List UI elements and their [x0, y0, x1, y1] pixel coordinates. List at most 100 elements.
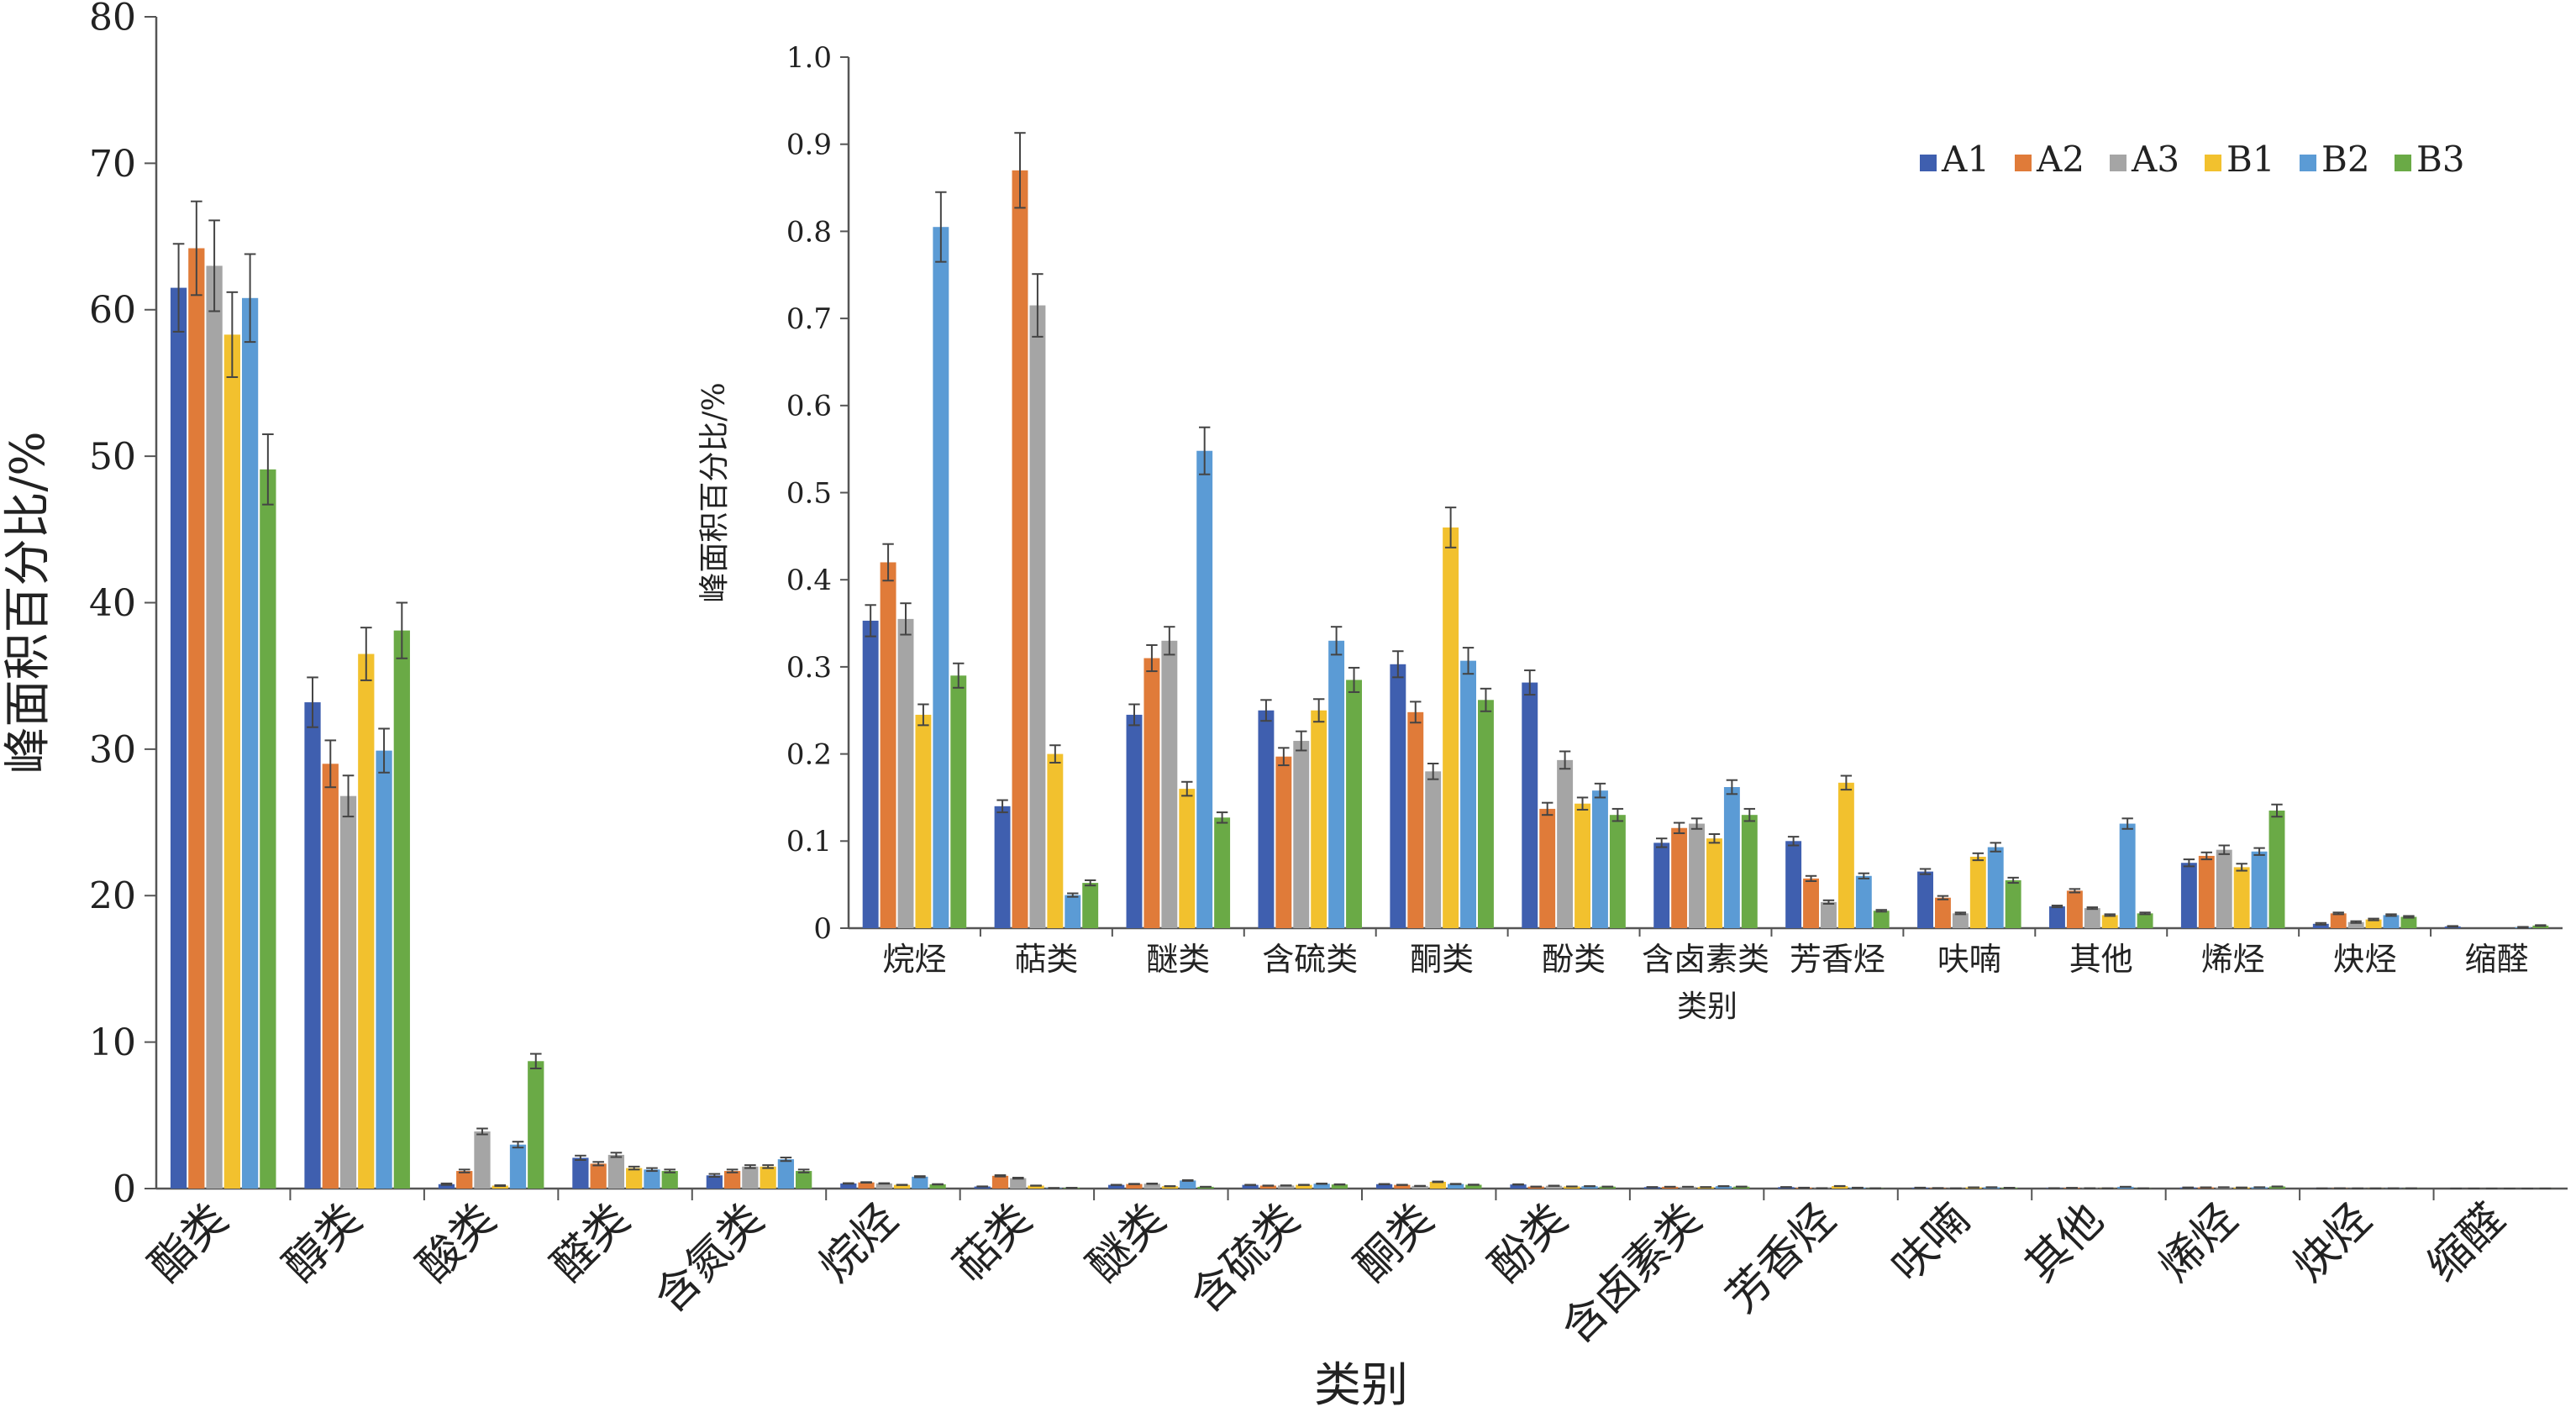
- main-bar-B2: [778, 1159, 794, 1189]
- inset-bar-B1: [1311, 711, 1327, 928]
- inset-bar-B1: [1970, 857, 1986, 928]
- inset-bar-B2: [1856, 876, 1872, 928]
- inset-bar-A1: [1127, 715, 1143, 928]
- inset-bar-B2: [1065, 895, 1080, 928]
- inset-y-tick-label: 0: [813, 912, 832, 946]
- main-bar-A3: [206, 265, 222, 1189]
- main-y-tick-label: 50: [89, 436, 136, 479]
- main-bar-A2: [591, 1163, 607, 1189]
- inset-bar-B2: [1592, 790, 1608, 928]
- main-bar-B3: [394, 631, 410, 1189]
- inset-bar-B3: [1478, 700, 1494, 928]
- inset-bar-B1: [1838, 783, 1854, 928]
- main-bar-A2: [323, 764, 339, 1189]
- main-bar-A1: [171, 288, 187, 1189]
- inset-bar-B1: [915, 715, 931, 928]
- inset-x-tick-label: 烷烃: [882, 941, 946, 978]
- inset-bar-A3: [1425, 771, 1441, 928]
- inset-bar-B1: [1443, 528, 1459, 928]
- inset-bar-A1: [1258, 711, 1274, 928]
- main-bar-B2: [510, 1145, 526, 1189]
- inset-bar-B2: [2384, 915, 2400, 928]
- inset-bar-A2: [1012, 171, 1028, 928]
- inset-x-tick-label: 醚类: [1146, 941, 1210, 978]
- main-bar-A3: [1010, 1178, 1026, 1189]
- inset-y-tick-label: 0.1: [786, 825, 832, 858]
- inset-bar-A2: [2331, 913, 2347, 928]
- inset-bar-B3: [1610, 815, 1626, 928]
- main-bar-B3: [662, 1171, 678, 1189]
- inset-bar-B3: [950, 675, 966, 928]
- main-bar-B1: [760, 1167, 776, 1189]
- inset-bar-A3: [1821, 902, 1837, 928]
- inset-y-tick-label: 0.8: [786, 215, 832, 249]
- legend-label-B1: B1: [2226, 139, 2275, 180]
- inset-bar-A2: [881, 562, 896, 928]
- inset-bar-A2: [1407, 712, 1423, 928]
- main-y-axis-title: 峰面积百分比/%: [1, 431, 55, 774]
- inset-bar-B2: [1328, 641, 1344, 928]
- main-bar-A2: [992, 1176, 1008, 1189]
- inset-bar-A3: [898, 619, 914, 928]
- inset-bar-A2: [1275, 757, 1291, 928]
- main-bar-A3: [608, 1155, 624, 1189]
- legend-swatch-B3: [2395, 155, 2411, 171]
- main-bar-B2: [242, 298, 258, 1189]
- legend-label-A2: A2: [2036, 139, 2084, 180]
- inset-bar-A2: [1143, 659, 1159, 928]
- inset-bar-B3: [1214, 817, 1230, 928]
- inset-bar-A3: [1953, 913, 1969, 928]
- main-y-tick-label: 30: [89, 728, 136, 771]
- inset-bar-B1: [2102, 915, 2118, 928]
- inset-y-tick-label: 0.3: [786, 651, 832, 685]
- inset-bar-B3: [1874, 911, 1890, 928]
- inset-bar-B2: [2120, 824, 2136, 928]
- main-bar-A3: [340, 796, 356, 1189]
- legend-label-A3: A3: [2131, 139, 2179, 180]
- inset-bar-B2: [1724, 787, 1740, 928]
- inset-bar-B2: [1196, 451, 1212, 928]
- inset-bar-A1: [1653, 842, 1669, 928]
- main-y-tick-label: 70: [89, 143, 136, 186]
- main-bar-A2: [724, 1171, 740, 1189]
- inset-bar-A2: [2067, 890, 2083, 928]
- inset-y-tick-label: 0.2: [786, 738, 832, 772]
- inset-x-tick-label: 酚类: [1542, 941, 1606, 978]
- main-bar-A3: [474, 1131, 490, 1189]
- inset-x-tick-label: 芳香烃: [1790, 941, 1885, 978]
- inset-bar-B3: [1742, 815, 1758, 928]
- inset-x-tick-label: 呋喃: [1937, 941, 2001, 978]
- inset-bar-A3: [1029, 306, 1045, 928]
- inset-bar-B1: [1575, 804, 1590, 928]
- main-bar-B3: [528, 1061, 544, 1189]
- legend-swatch-A3: [2110, 155, 2127, 171]
- inset-bar-B2: [2252, 852, 2268, 928]
- inset-bar-A1: [863, 621, 879, 928]
- inset-bar-A3: [2216, 850, 2232, 928]
- inset-x-tick-label: 酮类: [1410, 941, 1474, 978]
- inset-bar-B3: [1082, 883, 1098, 928]
- inset-x-tick-label: 萜类: [1014, 941, 1078, 978]
- inset-bar-A1: [1522, 683, 1538, 928]
- inset-bar-A3: [1161, 641, 1177, 928]
- inset-bar-A1: [1390, 664, 1406, 928]
- inset-y-tick-label: 0.5: [786, 476, 832, 510]
- main-bar-B2: [912, 1177, 928, 1189]
- main-bar-B3: [260, 470, 276, 1189]
- main-x-axis-title: 类别: [1314, 1358, 1408, 1409]
- inset-x-tick-label: 缩醛: [2465, 941, 2529, 978]
- inset-bar-B1: [1179, 789, 1195, 928]
- inset-bar-A1: [2049, 906, 2065, 928]
- inset-y-tick-label: 1.0: [786, 41, 832, 75]
- legend-swatch-A2: [2015, 155, 2032, 171]
- main-bar-B2: [644, 1169, 660, 1189]
- inset-x-tick-label: 炔烃: [2333, 941, 2397, 978]
- inset-bar-A1: [1917, 872, 1933, 928]
- main-bar-A2: [188, 249, 204, 1189]
- inset-x-axis-title: 类别: [1677, 989, 1737, 1024]
- inset-bar-A2: [1803, 879, 1819, 928]
- inset-bar-A2: [1539, 809, 1555, 928]
- legend-label-B2: B2: [2321, 139, 2370, 180]
- inset-y-tick-label: 0.6: [786, 390, 832, 423]
- inset-y-tick-label: 0.7: [786, 302, 832, 336]
